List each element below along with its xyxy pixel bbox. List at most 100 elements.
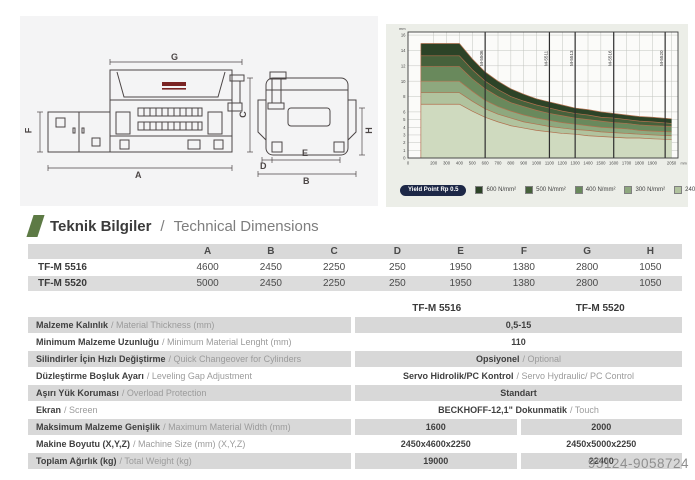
spec-value-cell: 2450x4600x2250: [355, 436, 517, 452]
dim-value-cell: 4600: [196, 262, 219, 273]
spec-label-tr: Aşırı Yük Koruması: [36, 388, 119, 398]
heading-separator: /: [160, 217, 165, 235]
spec-value-area: 110: [355, 334, 682, 350]
dim-table-header-cell: H: [646, 246, 654, 257]
spec-label-cell: Maksimum Malzeme Genişlik / Maximum Mater…: [28, 419, 351, 435]
dim-table-header-cell: E: [457, 246, 464, 257]
column-gutter: [351, 317, 355, 333]
svg-text:14: 14: [401, 48, 406, 53]
heading-accent-bar: [26, 215, 45, 237]
svg-text:8: 8: [403, 94, 406, 99]
svg-text:M-5513: M-5513: [569, 50, 574, 66]
svg-text:M-5516: M-5516: [608, 50, 613, 66]
model-name-cell: TF-M 5516: [38, 262, 87, 273]
spec-value-cell: Servo Hidrolik/PC Kontrol / Servo Hydraul…: [355, 368, 682, 384]
spec-row: Malzeme Kalınlık / Material Thickness (mm…: [28, 317, 682, 333]
spec-value-cell: 2000: [520, 419, 682, 435]
column-gutter: [351, 351, 355, 367]
svg-text:1600: 1600: [609, 161, 619, 166]
legend-swatch: [525, 186, 534, 194]
dim-value-cell: 1950: [449, 278, 472, 289]
technical-drawing-panel: G F A C D E B H: [20, 16, 378, 206]
dim-label-h: H: [363, 127, 374, 134]
dim-label-c: C: [237, 111, 248, 118]
dim-value-cell: 1380: [512, 262, 535, 273]
spec-row: Aşırı Yük Koruması / Overload Protection S…: [28, 385, 682, 401]
svg-text:M-5506: M-5506: [479, 50, 484, 66]
dim-value-cell: 2800: [576, 278, 599, 289]
spec-value-main: 0,5-15: [505, 320, 532, 330]
dim-value-cell: 2250: [323, 262, 346, 273]
svg-text:5: 5: [403, 117, 406, 122]
dimensions-table: A B C D E F G H TF-M 5516 4600 2450 2250 250 1950 1380…: [28, 244, 682, 292]
svg-text:1800: 1800: [635, 161, 645, 166]
legend-label: 240 N/mm²: [685, 187, 695, 193]
spec-model-header-2: TF-M 5520: [575, 303, 625, 314]
spec-value-cell: Standart: [355, 385, 682, 401]
dim-value-cell: 1050: [639, 278, 662, 289]
spec-value-main: Standart: [500, 388, 537, 398]
column-gutter: [351, 402, 355, 418]
dim-label-a: A: [135, 170, 142, 180]
spec-label-cell: Silindirler İçin Hızlı Değiştirme / Quick…: [28, 351, 351, 367]
dim-table-header-cell: F: [520, 246, 527, 257]
spec-rows: Malzeme Kalınlık / Material Thickness (mm…: [28, 317, 682, 469]
legend-swatch: [624, 186, 633, 194]
dim-label-g: G: [171, 52, 179, 62]
spec-row: Silindirler İçin Hızlı Değiştirme / Quick…: [28, 351, 682, 367]
dim-table-header-cell: [28, 244, 176, 259]
legend-label: 600 N/mm²: [486, 187, 517, 193]
chart-legend: Yield Point Rp 0.5 600 N/mm² 500 N/mm² 400…: [386, 176, 695, 204]
spec-row: Düzleştirme Boşluk Ayarı / Leveling Gap A…: [28, 368, 682, 384]
spec-model-header-1: TF-M 5516: [412, 303, 462, 314]
spec-value-area: 1600 2000: [355, 419, 682, 435]
dim-value-cell: 1380: [512, 278, 535, 289]
svg-text:200: 200: [430, 161, 438, 166]
legend-swatch: [674, 186, 683, 194]
spec-value-cell: Opsiyonel / Optional: [355, 351, 682, 367]
machine-line-drawing: [37, 59, 365, 177]
dim-value-cell: 2450: [259, 278, 282, 289]
dim-table-row: TF-M 5520 5000 2450 2250 250 1950 1380 2800 1050: [28, 276, 682, 291]
legend-item: 500 N/mm²: [525, 186, 566, 194]
column-gutter: [516, 419, 521, 435]
svg-text:1100: 1100: [545, 161, 555, 166]
spec-value-main: 110: [511, 337, 526, 347]
svg-text:1: 1: [403, 148, 406, 153]
spec-model-header-row: TF-M 5516 TF-M 5520: [28, 300, 682, 317]
spec-label-tr: Düzleştirme Boşluk Ayarı: [36, 371, 144, 381]
spec-label-en: / Total Weight (kg): [119, 456, 192, 466]
dim-table-header-cell: C: [330, 246, 338, 257]
section-heading: Teknik Bilgiler / Technical Dimensions: [26, 213, 319, 239]
spec-row: Ekran / Screen BECKHOFF-12,1" Dokunmatik / …: [28, 402, 682, 418]
spec-label-en: / Minimum Material Lenght (mm): [162, 337, 292, 347]
spec-value-area: Opsiyonel / Optional: [355, 351, 682, 367]
column-gutter: [351, 419, 355, 435]
spec-label-cell: Düzleştirme Boşluk Ayarı / Leveling Gap A…: [28, 368, 351, 384]
dim-label-e: E: [302, 148, 309, 158]
dim-value-cell: 2800: [576, 262, 599, 273]
spec-value-area: 2450x4600x2250 2450x5000x2250: [355, 436, 682, 452]
dim-value-cell: 2450: [259, 262, 282, 273]
svg-text:500: 500: [469, 161, 477, 166]
spec-label-cell: Minimum Malzeme Uzunluğu / Minimum Materi…: [28, 334, 351, 350]
dim-table-header-row: A B C D E F G H: [28, 244, 682, 259]
spec-value-area: Servo Hidrolik/PC Kontrol / Servo Hydraul…: [355, 368, 682, 384]
heading-title-tr: Teknik Bilgiler: [50, 217, 152, 235]
svg-text:10: 10: [401, 79, 406, 84]
yield-point-badge: Yield Point Rp 0.5: [400, 184, 467, 196]
svg-text:1000: 1000: [532, 161, 542, 166]
legend-swatch: [574, 186, 583, 194]
svg-text:4: 4: [403, 125, 406, 130]
svg-text:mm: mm: [399, 27, 405, 31]
svg-text:0: 0: [407, 161, 410, 166]
spec-value-cell: BECKHOFF-12,1" Dokunmatik / Touch: [355, 402, 682, 418]
column-gutter: [351, 334, 355, 350]
spec-label-tr: Silindirler İçin Hızlı Değiştirme: [36, 354, 166, 364]
spec-value-sub: / Touch: [569, 405, 599, 415]
column-gutter: [351, 385, 355, 401]
svg-text:1400: 1400: [583, 161, 593, 166]
heading-title-en: Technical Dimensions: [173, 217, 319, 235]
spec-value-cell: 19000: [355, 453, 517, 469]
column-gutter: [516, 436, 521, 452]
